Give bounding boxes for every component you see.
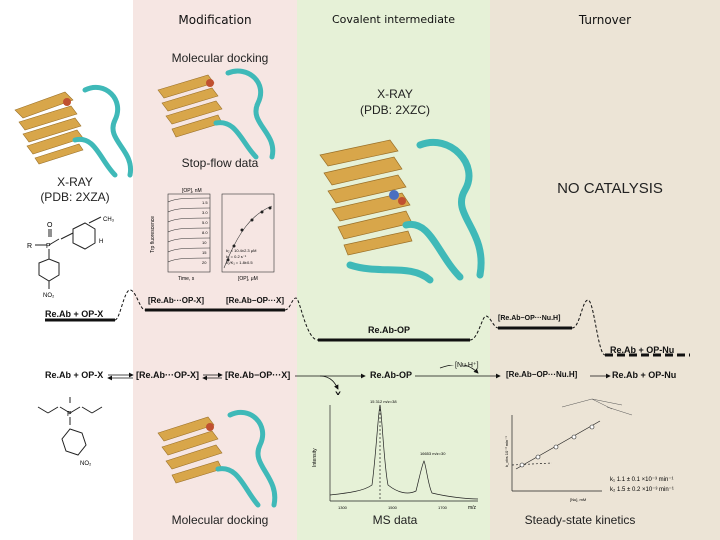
scheme-ts: [Re.Ab−OP···X]	[225, 370, 291, 380]
ms-peak1-label: 15 312 m/z=38	[370, 399, 397, 404]
stopflow-conc-2: 5.0	[202, 220, 208, 225]
docking-bottom-label: Molecular docking	[171, 513, 269, 527]
profile-complex: [Re.Ab···OP-X]	[148, 296, 204, 305]
h-group: H	[99, 239, 103, 245]
kinetics-fit1: k₁ 1.1 ± 0.1 ×10⁻³ min⁻¹	[610, 477, 674, 483]
stopflow-conc-0: 1.5	[202, 200, 208, 205]
no2-group: NO₂	[43, 293, 55, 299]
intermediate-header: Covalent intermediate	[331, 13, 456, 26]
stopflow-fit-1: k₂ = 10.4±2.3 μM	[226, 248, 256, 253]
svg-text:P: P	[46, 243, 51, 250]
stopflow-plot: Trp fluorescence Time, s [OP], μM [OP], …	[148, 172, 288, 284]
scheme-complex: [Re.Ab···OP-X]	[136, 370, 199, 380]
scheme-intermediate: Re.Ab-OP	[370, 370, 413, 380]
stopflow-conc-6: 20	[202, 260, 207, 265]
scheme-reactant: Re.Ab + OP-X	[45, 370, 104, 380]
xray-2xza-label: X-RAY (PDB: 2XZA)	[40, 175, 110, 204]
stopflow-conc-header: [OP], nM	[182, 188, 202, 194]
op-structure-top: R O P CH₃ H NO₂	[27, 216, 115, 299]
kinetics-plot: k_obs 10⁻³ min⁻¹ [Nu], mM k₁ 1.1 ± 0.1 ×…	[492, 395, 712, 513]
turnover-header: Turnover	[578, 13, 632, 27]
stopflow-conc-5: 15	[202, 250, 207, 255]
ms-peak2-label: 16653 m/z=30	[420, 451, 446, 456]
stopflow-label: Stop-flow data	[181, 156, 259, 170]
scheme-nu-complex: [Re.Ab−OP···Nu.H]	[506, 370, 578, 379]
stopflow-conc-3: 8.0	[202, 230, 208, 235]
ms-xlabel: m/z	[468, 505, 477, 511]
stopflow-fit-3: k₂/K₁ = 1.8±0.5	[226, 260, 253, 265]
stopflow-xlabel2: [OP], μM	[238, 276, 258, 282]
protein-structure-docking-top	[157, 68, 276, 160]
svg-text:O: O	[47, 222, 53, 229]
no-catalysis-label: NO CATALYSIS	[557, 180, 663, 197]
profile-intermediate: Re.Ab-OP	[368, 325, 411, 335]
xray-2xzc-label: X-RAY (PDB: 2XZC)	[359, 87, 430, 117]
svg-text:P: P	[67, 411, 72, 418]
modification-header: Modification	[178, 13, 252, 27]
profile-nu-complex: [Re.Ab−OP···Nu.H]	[498, 315, 561, 322]
op-structure-bottom: P NO₂	[37, 397, 103, 467]
reaction-arrows	[107, 365, 611, 390]
docking-top-label: Molecular docking	[171, 51, 269, 65]
kinetics-label: Steady-state kinetics	[524, 513, 636, 527]
ms-data-label: MS data	[372, 513, 418, 527]
stopflow-ylabel: Trp fluorescence	[150, 216, 156, 253]
kinetics-xlabel: [Nu], mM	[570, 497, 586, 502]
scheme-nucleophile: [Nu.H⁺]	[455, 362, 479, 369]
profile-reactant: Re.Ab + OP-X	[45, 309, 104, 319]
svg-text:R: R	[27, 243, 32, 250]
ms-ylabel: Intensity	[312, 448, 318, 467]
ms-tick-1: 1500	[388, 505, 398, 510]
no2-group-bottom: NO₂	[80, 461, 92, 467]
stopflow-conc-1: 3.0	[202, 210, 208, 215]
stopflow-conc-4: 10	[202, 240, 207, 245]
protein-structure-2xza	[14, 84, 133, 178]
energy-profile	[45, 289, 690, 357]
ms-tick-0: 1300	[338, 505, 348, 510]
scheme-product: Re.Ab + OP-Nu	[612, 370, 677, 380]
protein-structure-docking-bottom	[157, 409, 278, 508]
ms-spectrum: 15 312 m/z=38 16653 m/z=30 Intensity m/z…	[308, 395, 488, 513]
ms-tick-2: 1700	[438, 505, 448, 510]
stopflow-xlabel: Time, s	[178, 276, 195, 282]
protein-structure-2xzc	[319, 139, 485, 284]
ch3-group: CH₃	[103, 217, 115, 223]
kinetics-ylabel: k_obs 10⁻³ min⁻¹	[504, 436, 509, 467]
kinetics-fit2: k₂ 1.5 ± 0.2 ×10⁻³ min⁻¹	[610, 487, 674, 493]
profile-product: Re.Ab + OP-Nu	[610, 345, 675, 355]
profile-ts: [Re.Ab−OP···X]	[226, 296, 284, 305]
stopflow-fit-2: k₂ = 0.2 s⁻¹	[226, 254, 247, 259]
